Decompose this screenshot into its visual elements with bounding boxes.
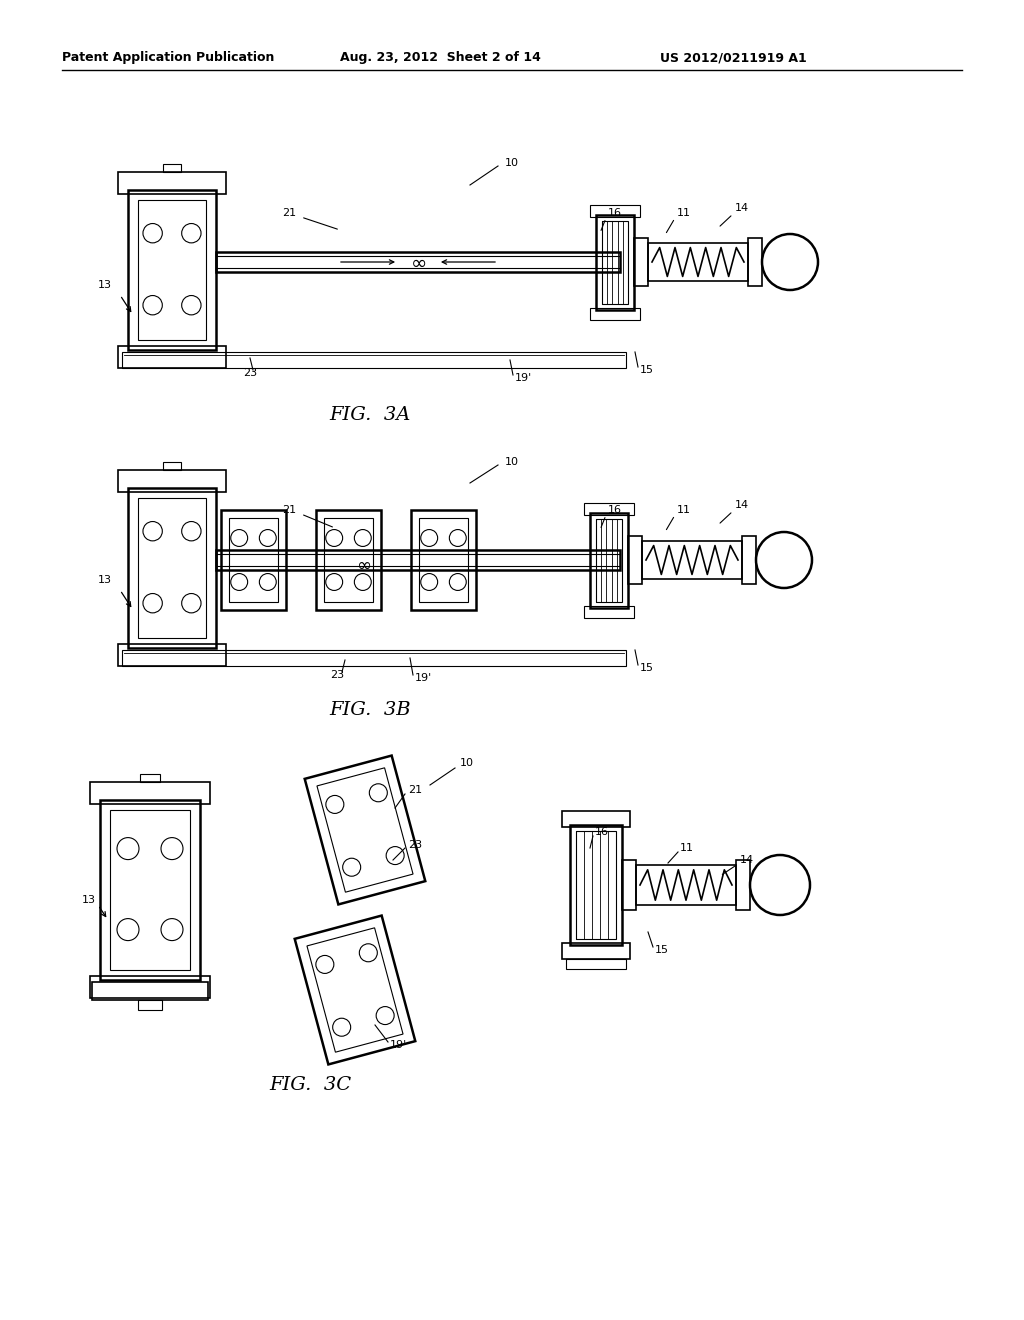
Text: Aug. 23, 2012  Sheet 2 of 14: Aug. 23, 2012 Sheet 2 of 14 [340,51,541,65]
Bar [590,205,640,216]
Text: 23: 23 [243,368,257,378]
Bar [90,781,210,804]
Bar [570,825,622,945]
Text: 13: 13 [82,895,96,906]
Bar [628,536,642,583]
Text: 19': 19' [415,673,432,682]
Bar [596,214,634,309]
Text: 11: 11 [677,209,691,218]
Text: 14: 14 [735,500,750,510]
Text: 23: 23 [408,840,422,850]
Text: 21: 21 [408,785,422,795]
Bar [590,512,628,607]
Text: 16: 16 [595,828,609,837]
Text: FIG.  3A: FIG. 3A [330,407,411,424]
Text: $\infty$: $\infty$ [410,252,426,272]
Text: US 2012/0211919 A1: US 2012/0211919 A1 [660,51,807,65]
Bar [118,644,226,667]
Bar [100,800,200,979]
Text: 23: 23 [330,671,344,680]
Bar [642,541,742,579]
Bar [118,346,226,368]
Bar [316,510,381,610]
Bar [562,942,630,960]
Text: 13: 13 [98,576,112,585]
Bar [596,519,622,602]
Bar [90,975,210,998]
Bar [216,550,620,570]
Bar [411,510,476,610]
Text: 10: 10 [505,457,519,467]
Bar [163,462,181,470]
Bar [584,606,634,618]
Text: 14: 14 [735,203,750,213]
Text: 11: 11 [680,843,694,853]
Bar [636,865,736,906]
Bar [163,164,181,172]
Bar [736,861,750,909]
Bar [742,536,756,583]
Text: 21: 21 [282,506,296,515]
Text: 15: 15 [640,663,654,673]
Bar [562,810,630,828]
Bar [584,503,634,515]
Text: $\infty$: $\infty$ [356,556,372,574]
Text: FIG.  3B: FIG. 3B [329,701,411,719]
Text: 19': 19' [390,1040,408,1049]
Bar [748,238,762,286]
Bar [324,517,373,602]
Bar [622,861,636,909]
Text: 21: 21 [282,209,296,218]
Bar [92,982,208,1001]
Bar [138,201,206,341]
Bar [138,498,206,638]
Bar [590,308,640,319]
Bar [566,960,626,969]
Bar [221,510,286,610]
Text: 15: 15 [640,366,654,375]
Bar [140,774,160,781]
Bar [602,220,628,304]
Bar [128,190,216,350]
Text: 16: 16 [608,506,622,515]
Bar [575,832,616,939]
Text: FIG.  3C: FIG. 3C [269,1076,351,1094]
Bar [229,517,278,602]
Bar [648,243,748,281]
Bar [128,488,216,648]
Bar [138,1001,162,1010]
Text: 10: 10 [460,758,474,768]
Bar [118,172,226,194]
Text: 15: 15 [655,945,669,954]
Text: 13: 13 [98,280,112,290]
Text: 11: 11 [677,506,691,515]
Text: 19': 19' [515,374,532,383]
Bar [118,470,226,492]
Text: 10: 10 [505,158,519,168]
Text: 16: 16 [608,209,622,218]
Bar [216,252,620,272]
Text: Patent Application Publication: Patent Application Publication [62,51,274,65]
Bar [419,517,468,602]
Bar [122,649,626,667]
Bar [110,810,190,970]
Bar [122,352,626,368]
Bar [634,238,648,286]
Text: 14: 14 [740,855,754,865]
